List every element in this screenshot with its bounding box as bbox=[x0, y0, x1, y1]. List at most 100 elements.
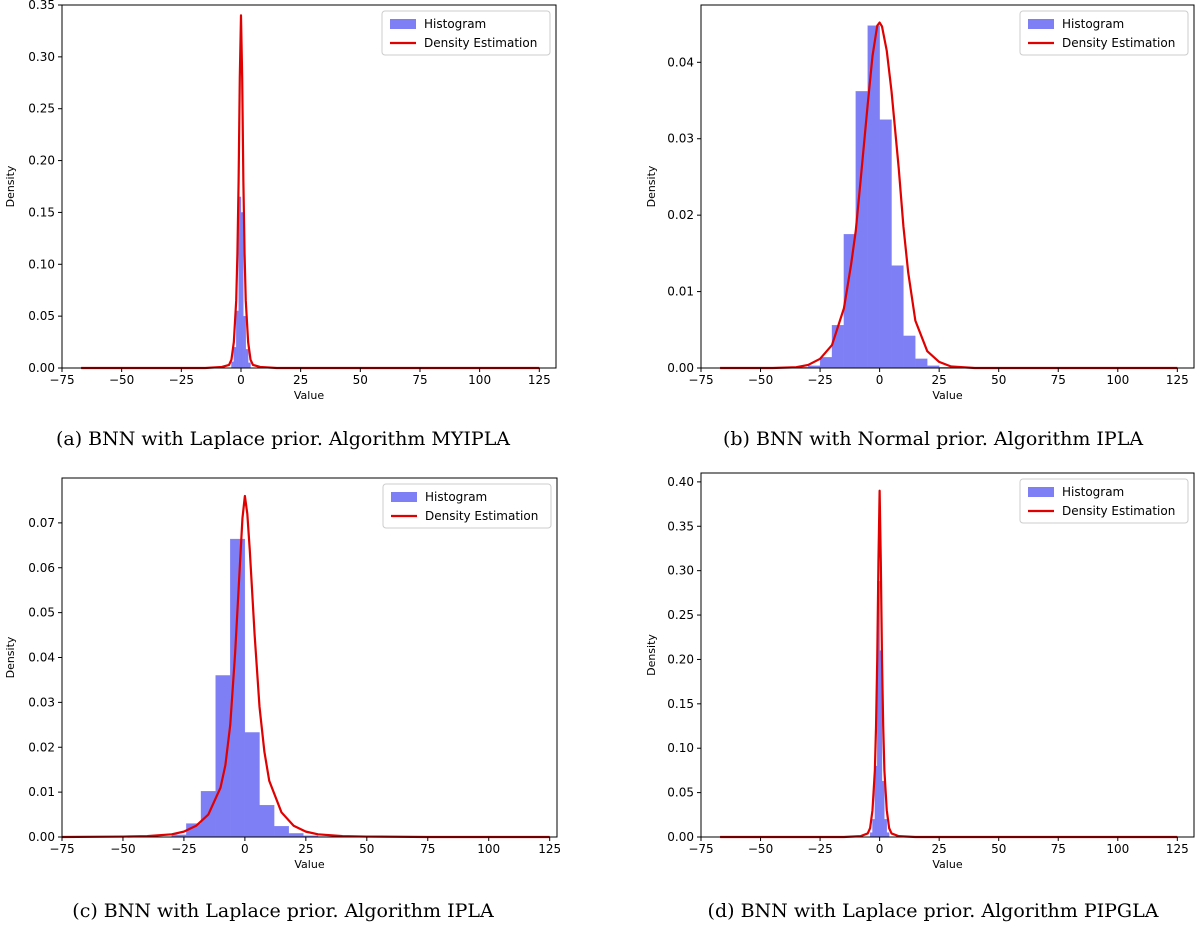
histogram-bar bbox=[884, 819, 887, 838]
x-tick-label: 25 bbox=[932, 373, 947, 387]
chart-a: −75 −50 −25 0 25 50 75 100 125 0.00 0.05 0.10 0.15 0.… bbox=[4, 0, 557, 402]
density-line bbox=[81, 14, 540, 370]
histogram-bar bbox=[879, 119, 892, 369]
legend-box bbox=[1019, 10, 1189, 56]
x-tick-label: −25 bbox=[807, 842, 832, 856]
x-tick-label: 125 bbox=[538, 842, 560, 856]
y-tick-label: 0.05 bbox=[28, 309, 55, 323]
histogram-bar bbox=[244, 732, 260, 838]
axes-frame bbox=[61, 4, 557, 369]
y-tick-label: 0.20 bbox=[28, 154, 55, 168]
histogram-bar bbox=[819, 357, 833, 369]
chart-panel-a: −75 −50 −25 0 25 50 75 100 125 0.00 0.05 0.10 0.15 0.… bbox=[0, 0, 560, 414]
histogram-bar bbox=[903, 335, 916, 369]
y-tick-label: 0.05 bbox=[667, 786, 694, 800]
histogram-bar bbox=[891, 265, 904, 369]
caption-c: (c) BNN with Laplace prior. Algorithm IP… bbox=[72, 900, 494, 922]
y-tick-label: 0.06 bbox=[28, 561, 55, 575]
legend-histogram-swatch bbox=[1028, 487, 1054, 497]
x-tick-label: −50 bbox=[109, 373, 134, 387]
x-tick-label: 0 bbox=[876, 842, 884, 856]
caption-a: (a) BNN with Laplace prior. Algorithm MY… bbox=[55, 428, 511, 450]
x-tick-label: −75 bbox=[688, 842, 713, 856]
legend-density-label: Density Estimation bbox=[425, 509, 538, 523]
y-axis-label: Density bbox=[645, 165, 658, 207]
x-tick-label: −50 bbox=[748, 373, 773, 387]
y-tick-label: 0.35 bbox=[667, 519, 694, 533]
histogram-bar bbox=[869, 832, 873, 838]
x-tick-label: 50 bbox=[991, 373, 1006, 387]
histogram-bar bbox=[231, 361, 234, 369]
caption-b: (b) BNN with Normal prior. Algorithm IPL… bbox=[722, 428, 1144, 450]
legend-box bbox=[1019, 478, 1189, 524]
x-tick-label: 100 bbox=[468, 373, 491, 387]
x-tick-label: −25 bbox=[807, 373, 832, 387]
x-tick-label: 75 bbox=[1051, 842, 1066, 856]
histogram-bar bbox=[215, 675, 231, 838]
x-tick-label: 125 bbox=[1166, 842, 1189, 856]
x-tick-label: −25 bbox=[169, 373, 194, 387]
x-axis-label: Value bbox=[294, 389, 324, 402]
y-tick-label: 0.10 bbox=[28, 257, 55, 271]
histogram-bar bbox=[886, 832, 890, 838]
y-tick-label: 0.00 bbox=[667, 361, 694, 375]
legend-box bbox=[381, 10, 551, 56]
chart-panel-d: −75 −50 −25 0 25 50 75 100 125 0.00 0.05 0.10 0.15 0.… bbox=[641, 468, 1198, 882]
x-tick-label: 125 bbox=[528, 373, 551, 387]
legend-histogram-swatch bbox=[390, 19, 416, 29]
histogram-bar bbox=[247, 362, 251, 369]
density-line bbox=[61, 494, 550, 839]
x-tick-label: 50 bbox=[353, 373, 368, 387]
x-tick-label: −75 bbox=[688, 373, 713, 387]
histogram-bar bbox=[243, 315, 246, 369]
histogram-bar bbox=[915, 358, 928, 369]
legend-histogram-label: Histogram bbox=[425, 490, 487, 504]
y-tick-label: 0.30 bbox=[28, 50, 55, 64]
histogram-bar bbox=[233, 347, 237, 369]
histogram-bar bbox=[259, 804, 275, 838]
histogram-bar bbox=[273, 826, 289, 838]
y-tick-label: 0.05 bbox=[28, 606, 55, 620]
histogram-bar bbox=[245, 349, 249, 369]
chart-panel-c: −75 −50 −25 0 25 50 75 100 125 0.00 0.01 0.02 0.03 0.… bbox=[0, 468, 561, 882]
x-tick-label: 25 bbox=[932, 842, 947, 856]
chart-c: −75 −50 −25 0 25 50 75 100 125 0.00 0.01 0.02 0.03 0.… bbox=[4, 477, 561, 871]
legend-histogram-label: Histogram bbox=[424, 17, 486, 31]
density-line bbox=[720, 21, 1178, 370]
x-tick-label: 75 bbox=[1051, 373, 1066, 387]
x-axis-label: Value bbox=[932, 389, 962, 402]
legend-histogram-label: Histogram bbox=[1062, 485, 1124, 499]
legend-histogram-label: Histogram bbox=[1062, 17, 1124, 31]
x-tick-label: −50 bbox=[110, 842, 135, 856]
x-tick-label: 100 bbox=[1106, 373, 1129, 387]
x-axis-label: Value bbox=[932, 858, 962, 871]
axes-frame bbox=[61, 477, 558, 838]
y-tick-label: 0.10 bbox=[667, 741, 694, 755]
x-tick-label: 100 bbox=[477, 842, 500, 856]
y-tick-label: 0.00 bbox=[667, 830, 694, 844]
y-tick-label: 0.25 bbox=[28, 102, 55, 116]
density-line bbox=[720, 489, 1178, 839]
x-tick-label: 75 bbox=[412, 373, 427, 387]
histogram-bar bbox=[881, 780, 885, 838]
x-tick-label: 125 bbox=[1166, 373, 1189, 387]
y-tick-label: 0.00 bbox=[28, 361, 55, 375]
chart-b: −75 −50 −25 0 25 50 75 100 125 0.00 0.01 0.02 0.03 0.… bbox=[645, 4, 1195, 402]
y-axis-label: Density bbox=[4, 636, 17, 678]
histogram-bar bbox=[288, 833, 304, 838]
histogram-bar bbox=[872, 819, 876, 838]
x-tick-label: 0 bbox=[876, 373, 884, 387]
y-tick-label: 0.04 bbox=[667, 55, 694, 69]
x-tick-label: 25 bbox=[298, 842, 313, 856]
legend-histogram-swatch bbox=[391, 492, 417, 502]
x-tick-label: 100 bbox=[1106, 842, 1129, 856]
y-tick-label: 0.20 bbox=[667, 652, 694, 666]
y-tick-label: 0.25 bbox=[667, 608, 694, 622]
legend-density-label: Density Estimation bbox=[424, 36, 537, 50]
y-tick-label: 0.15 bbox=[28, 205, 55, 219]
x-tick-label: 0 bbox=[237, 373, 245, 387]
x-axis-label: Value bbox=[294, 858, 324, 871]
axes-frame bbox=[700, 4, 1195, 369]
histogram-bar bbox=[240, 212, 244, 369]
y-tick-label: 0.40 bbox=[667, 475, 694, 489]
